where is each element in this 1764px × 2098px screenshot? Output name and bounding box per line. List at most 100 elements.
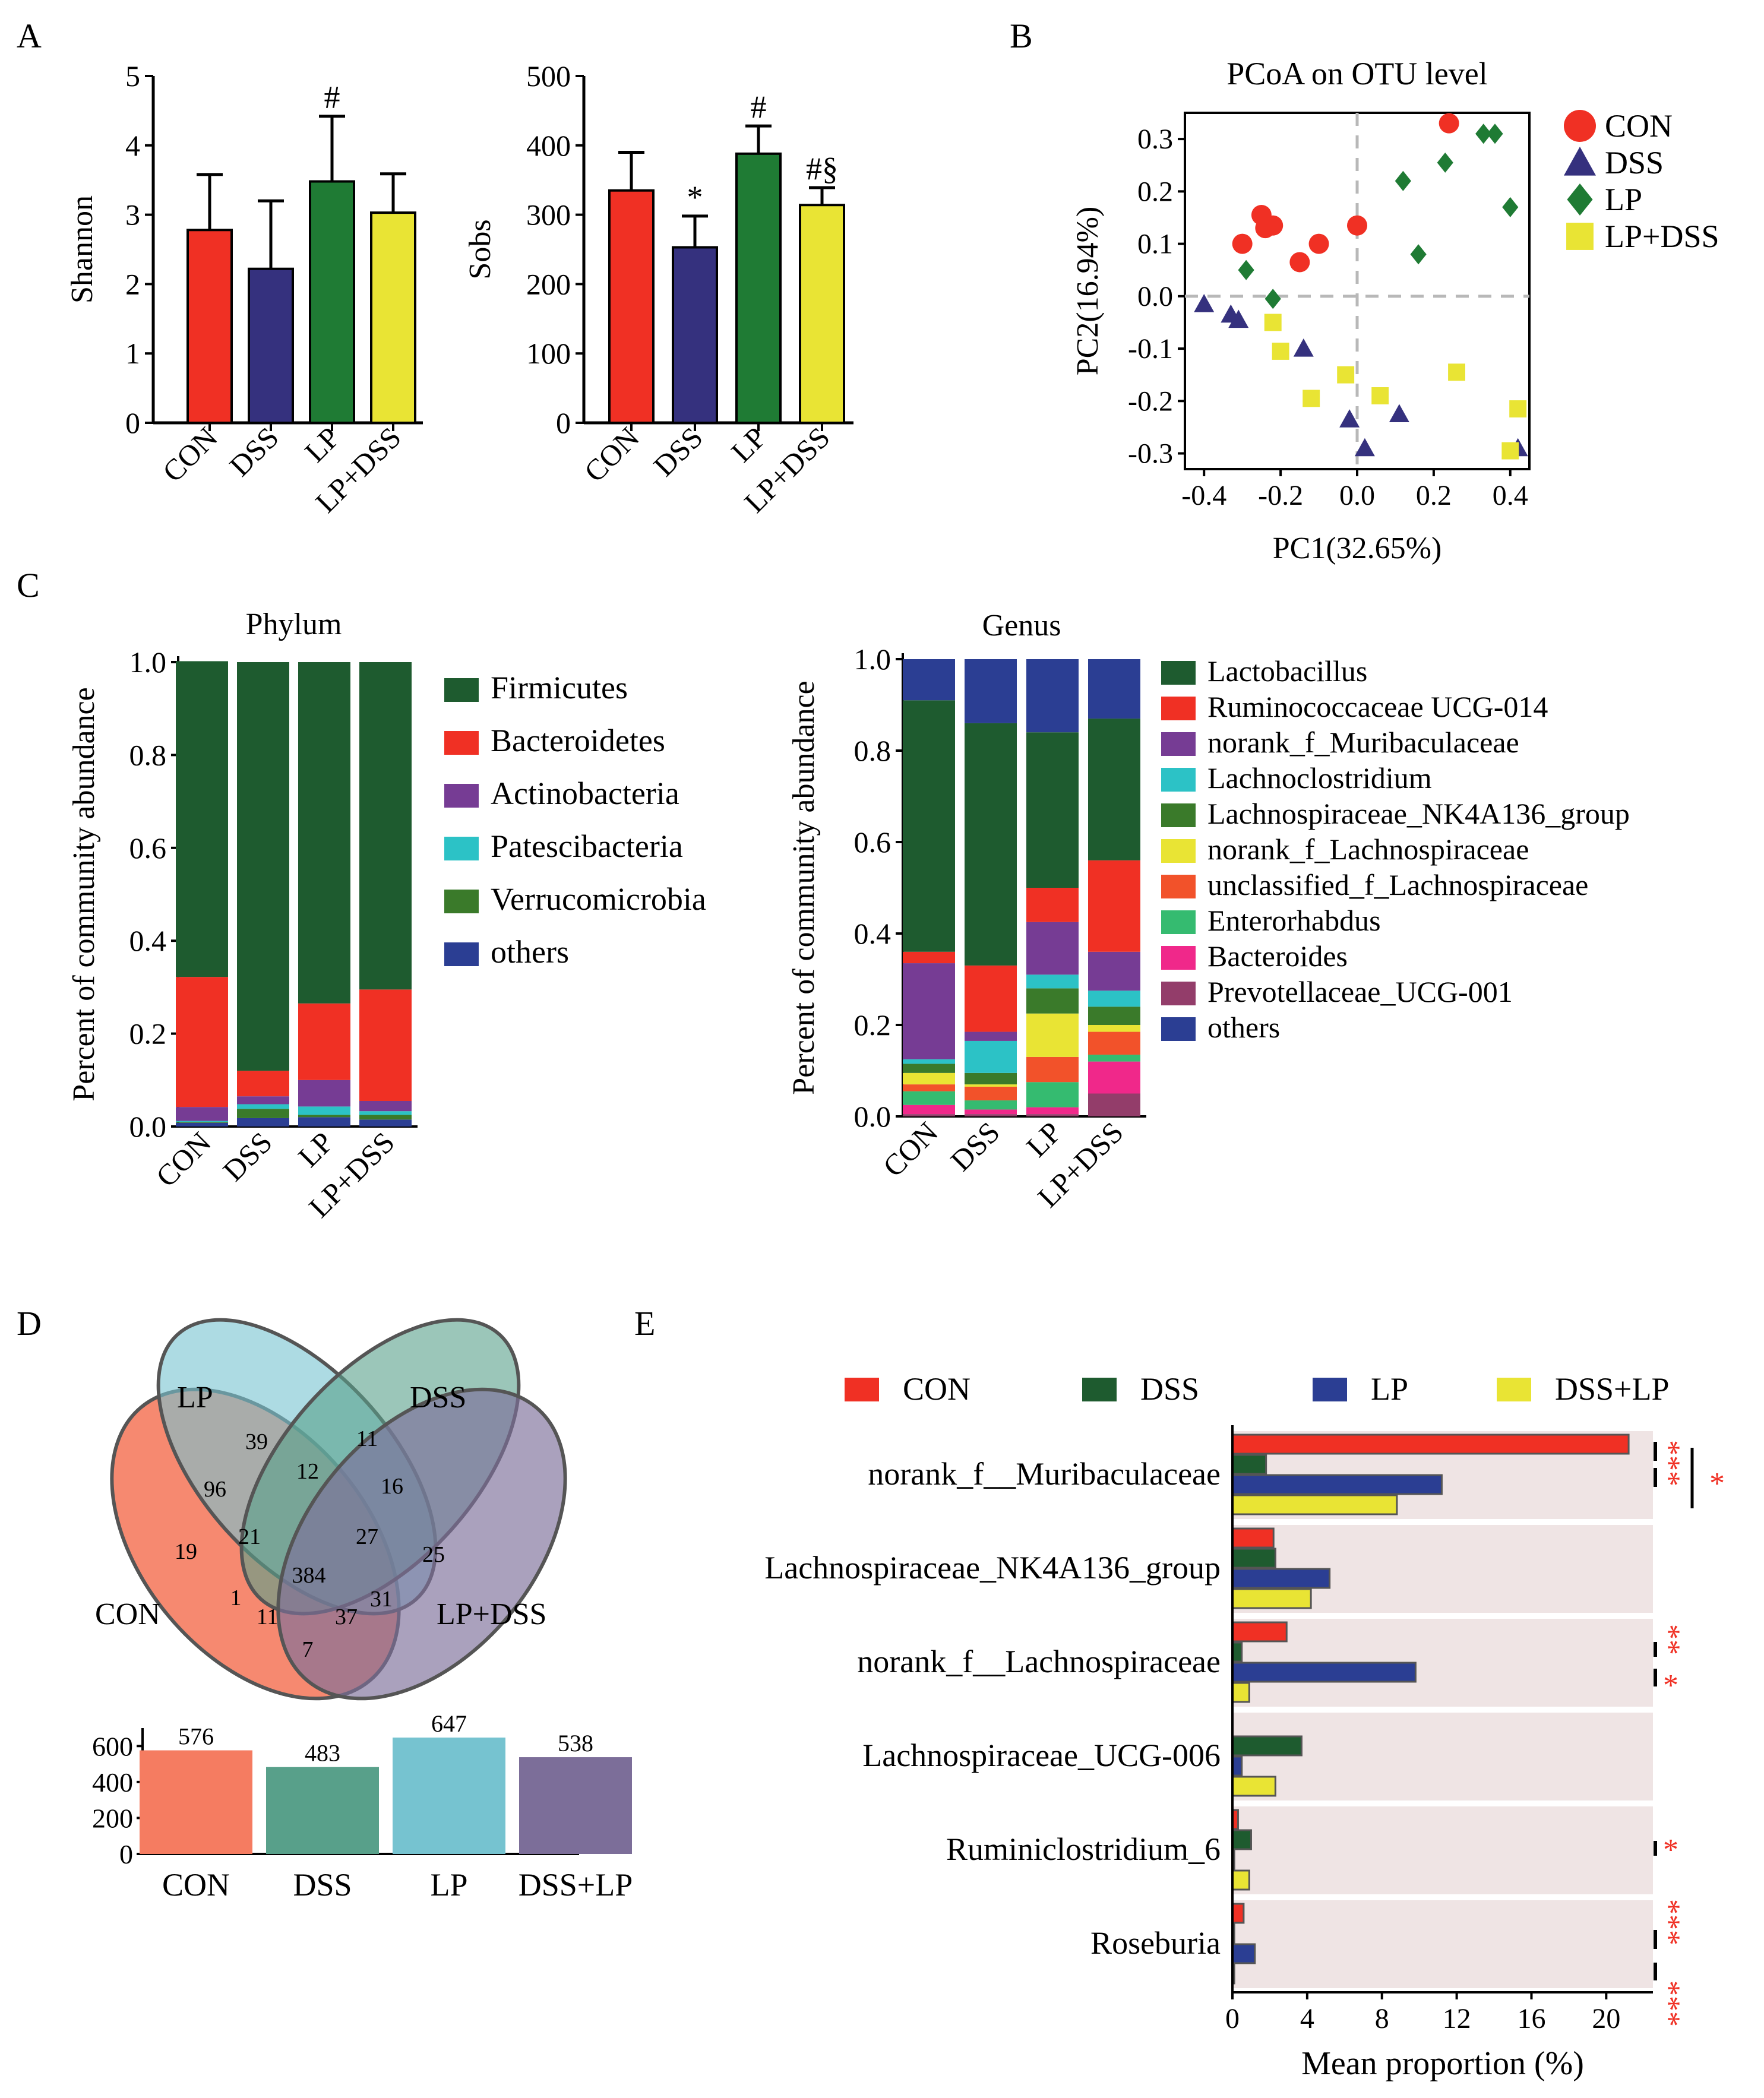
legend-label: Enterorhabdus <box>1207 904 1381 937</box>
stacked-segment <box>965 1072 1017 1085</box>
scatter-point <box>1228 309 1249 328</box>
x-tick-label: 20 <box>1592 2003 1620 2034</box>
scatter-point <box>1337 366 1355 384</box>
scatter-point <box>1238 260 1254 280</box>
stacked-segment <box>903 1091 955 1105</box>
stacked-segment <box>176 661 228 977</box>
otu-total-bar-chart: 0 200 400 600 576 CON 483 DSS 647 LP 538 DSS+LP <box>92 1710 633 1903</box>
y-tick-label: 5 <box>125 59 140 93</box>
legend-label: Bacteroides <box>1207 939 1348 973</box>
stacked-segment <box>1088 951 1140 991</box>
scatter-point <box>1194 294 1215 312</box>
bar <box>1231 1527 1275 1549</box>
pcoa-scatter-chart: PCoA on OTU level -0.4 -0.2 0.0 0.2 0.4 0.3 0.2… <box>1071 56 1719 565</box>
stacked-segment <box>1088 860 1140 952</box>
bar <box>1231 1494 1398 1515</box>
bar-value-label: 538 <box>558 1730 593 1757</box>
y-axis-label: Shannon <box>65 195 99 303</box>
y-tick-label: 4 <box>125 129 140 162</box>
bar <box>1231 1588 1312 1609</box>
venn-count: 37 <box>335 1605 358 1629</box>
stacked-segment <box>359 1111 412 1115</box>
legend-label: LP <box>1605 182 1642 217</box>
venn-label-lpdss: LP+DSS <box>437 1597 546 1631</box>
bar <box>393 1738 505 1854</box>
scatter-point <box>1439 113 1459 134</box>
y-tick-label: -0.2 <box>1128 385 1173 417</box>
stacked-segment <box>965 1086 1017 1101</box>
stacked-segment <box>176 1122 228 1123</box>
stacked-segment <box>359 1119 412 1126</box>
y-tick-label: 0.8 <box>854 734 892 767</box>
stacked-segment <box>1026 732 1079 888</box>
legend-swatch <box>1161 946 1196 970</box>
x-axis-label: Mean proportion (%) <box>1301 2045 1584 2082</box>
legend-swatch <box>1161 875 1196 898</box>
stacked-segment <box>1026 1107 1079 1115</box>
y-axis-label: Sobs <box>463 219 497 279</box>
y-tick-label: 2 <box>125 267 140 300</box>
sig-text: ** <box>1652 1624 1686 1655</box>
x-tick-label: DSS <box>647 420 709 482</box>
stacked-segment <box>903 659 955 701</box>
scatter-point <box>1502 197 1519 217</box>
x-tick-label: CON <box>156 420 224 488</box>
legend-swatch <box>1161 661 1196 685</box>
y-tick-label: 1 <box>125 337 140 370</box>
x-tick-label: LP <box>292 1125 340 1173</box>
y-tick-label: 0.6 <box>854 825 892 859</box>
stacked-segment <box>298 1115 350 1118</box>
significance-label: # <box>324 80 340 115</box>
chart-title: Genus <box>982 609 1061 643</box>
y-tick-label: 0.4 <box>854 917 892 950</box>
stacked-segment <box>1088 719 1140 860</box>
x-tick-label: 0.4 <box>1493 480 1528 511</box>
stacked-segment <box>1088 1025 1140 1032</box>
legend-swatch <box>1082 1378 1117 1401</box>
legend-label: Firmicutes <box>491 670 628 705</box>
bar <box>1231 1903 1245 1924</box>
sig-text: * <box>1663 1833 1678 1867</box>
x-tick-label: DSS <box>293 1867 352 1903</box>
stacked-segment <box>965 965 1017 1032</box>
legend-swatch <box>1161 839 1196 863</box>
stacked-segment <box>237 1071 289 1097</box>
y-tick-label: 600 <box>92 1731 133 1761</box>
bar <box>1231 1682 1250 1703</box>
legend-swatch <box>1161 1017 1196 1041</box>
legend-label: LP <box>1371 1371 1408 1407</box>
scatter-point <box>1289 252 1310 273</box>
legend-label: Lactobacillus <box>1207 654 1367 688</box>
scatter-point <box>1264 314 1282 331</box>
bar <box>248 267 294 424</box>
bar <box>735 152 782 424</box>
venn-count: 31 <box>370 1587 393 1612</box>
legend-swatch <box>1161 768 1196 792</box>
y-tick-label: -0.1 <box>1128 333 1173 365</box>
legend-swatch <box>444 890 479 913</box>
legend-swatch <box>1161 803 1196 827</box>
legend-marker <box>1567 183 1593 216</box>
y-tick-label: 0.2 <box>1137 176 1173 207</box>
sig-text: *** <box>1652 1899 1686 1945</box>
legend-swatch <box>444 837 479 860</box>
legend-label: Bacteroidetes <box>491 723 665 758</box>
y-tick-label: 3 <box>125 198 140 232</box>
stacked-segment <box>903 951 955 964</box>
stacked-segment <box>965 659 1017 723</box>
panel-label-c: C <box>17 566 40 605</box>
bar <box>1231 1943 1256 1964</box>
stacked-segment <box>1026 922 1079 975</box>
scatter-point <box>1389 404 1409 422</box>
legend-label: Verrucomicrobia <box>491 881 706 917</box>
stacked-segment <box>298 1117 350 1126</box>
y-tick-label: 0.0 <box>854 1100 892 1133</box>
legend-label: others <box>1207 1011 1280 1044</box>
x-tick-label: 0.2 <box>1416 480 1452 511</box>
legend-label: Patescibacteria <box>491 828 683 864</box>
legend-swatch <box>444 731 479 755</box>
chart-title: PCoA on OTU level <box>1226 56 1488 91</box>
legend-swatch <box>1161 910 1196 934</box>
stacked-segment <box>298 662 350 1004</box>
bar <box>1231 1829 1252 1850</box>
